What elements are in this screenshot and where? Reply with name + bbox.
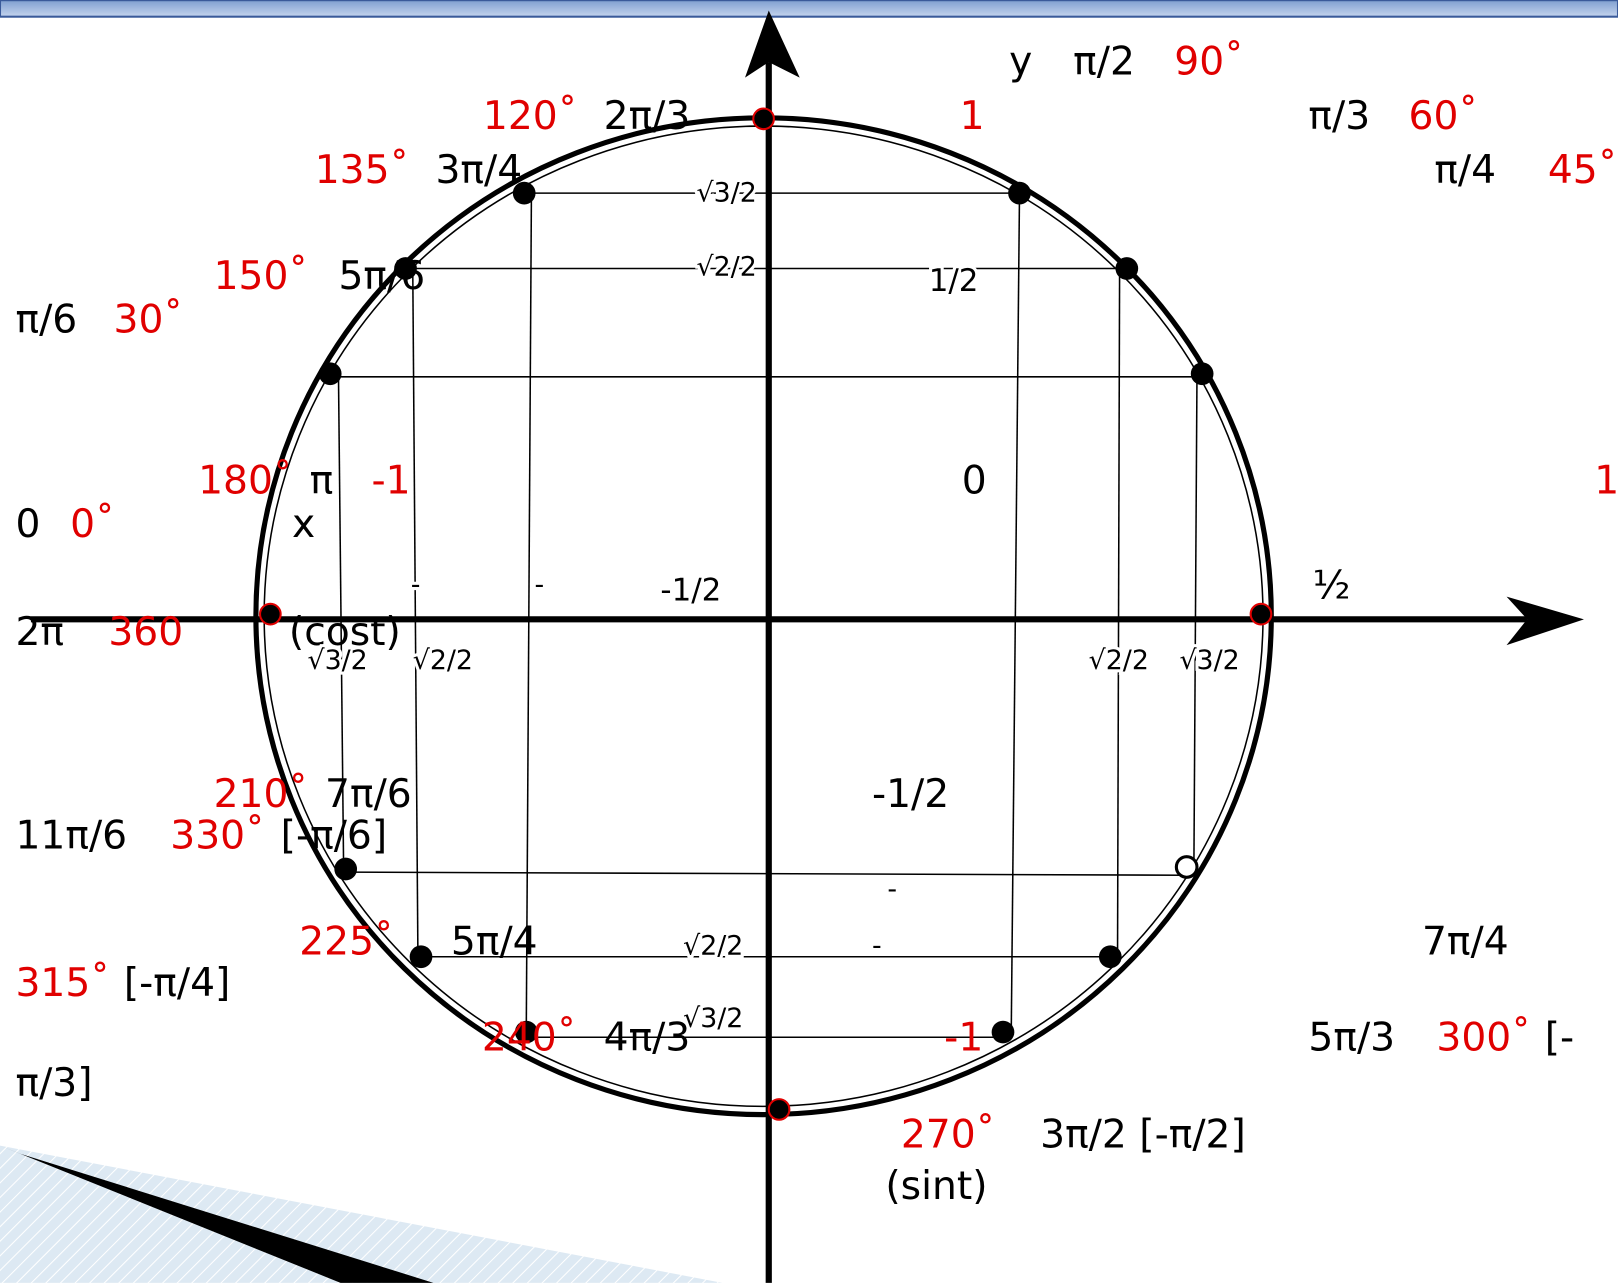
value-label: √3/2	[683, 1003, 743, 1034]
angle-label: [-π/4]	[124, 961, 231, 1006]
angle-label: 240˚	[482, 1016, 576, 1061]
angle-label: 2π	[15, 610, 64, 655]
value-label: -	[872, 931, 882, 962]
angle-label: (cost)	[289, 610, 401, 655]
angle-label: 210˚	[214, 772, 308, 817]
angle-label: 3π/2 [-π/2]	[1040, 1113, 1246, 1158]
angle-label: 30˚	[114, 297, 184, 342]
angle-label: 150˚	[214, 254, 308, 299]
angle-label: (sint)	[885, 1164, 987, 1209]
angle-label: 2π/3	[604, 94, 691, 139]
angle-label: 1	[960, 94, 985, 139]
angle-label: 60˚	[1409, 94, 1479, 139]
angle-label: 90˚	[1174, 39, 1244, 84]
angle-label: 300˚	[1436, 1016, 1530, 1061]
value-label: √2/2	[413, 645, 473, 676]
unit-circle	[30, 10, 1584, 1283]
angle-label: π/4	[1434, 148, 1496, 193]
angle-label: ½	[1313, 564, 1351, 609]
value-label: -	[887, 874, 897, 905]
angle-label: x	[292, 502, 315, 547]
angle-label: 135˚	[315, 148, 409, 193]
angle-label: -1	[371, 458, 410, 503]
angle-label: π	[310, 458, 334, 503]
angle-label: 11π/6	[15, 813, 127, 858]
angle-label: -1	[944, 1016, 983, 1061]
angle-label: 7π/4	[1422, 920, 1509, 965]
value-label: √2/2	[697, 252, 757, 283]
angle-label: π/3]	[15, 1061, 92, 1106]
angle-label: [-π/6]	[281, 813, 388, 858]
value-label: 1/2	[929, 263, 979, 299]
value-label: √2/2	[1089, 645, 1149, 676]
angle-label: 180˚	[198, 458, 292, 503]
angle-label: -1/2	[872, 772, 949, 817]
angle-label: 3π/4	[435, 148, 522, 193]
angle-label: 0	[962, 458, 987, 503]
angle-label: 0˚	[70, 502, 115, 547]
angle-label: 45˚	[1548, 148, 1618, 193]
value-label: -	[411, 570, 421, 601]
angle-label: 5π/4	[451, 920, 538, 965]
angle-label: 4π/3	[604, 1016, 691, 1061]
value-label: -1/2	[660, 573, 721, 609]
angle-label: 5π/6	[338, 254, 425, 299]
angle-label: 270˚	[901, 1113, 995, 1158]
value-label: -	[535, 570, 545, 601]
value-label: √2/2	[683, 931, 743, 962]
value-label: √3/2	[308, 645, 368, 676]
angle-label: π/2	[1073, 39, 1135, 84]
angle-label: 225˚	[299, 920, 393, 965]
title-band	[0, 0, 1618, 18]
angle-label: [-	[1545, 1016, 1574, 1061]
angle-label: 330˚	[170, 813, 264, 858]
angle-label: 7π/6	[325, 772, 412, 817]
angle-label: π/3	[1308, 94, 1370, 139]
angle-label: π/6	[15, 297, 77, 342]
value-label: √3/2	[697, 177, 757, 208]
decoration	[0, 1145, 723, 1283]
angle-label: 0	[15, 502, 40, 547]
angle-label: 120˚	[483, 94, 577, 139]
angle-label: 360	[108, 610, 183, 655]
angle-label: 315˚	[15, 961, 109, 1006]
angle-label: y	[1009, 39, 1032, 84]
angle-label: 5π/3	[1308, 1016, 1395, 1061]
value-label: √3/2	[1179, 645, 1239, 676]
angle-label: 1	[1594, 458, 1618, 503]
